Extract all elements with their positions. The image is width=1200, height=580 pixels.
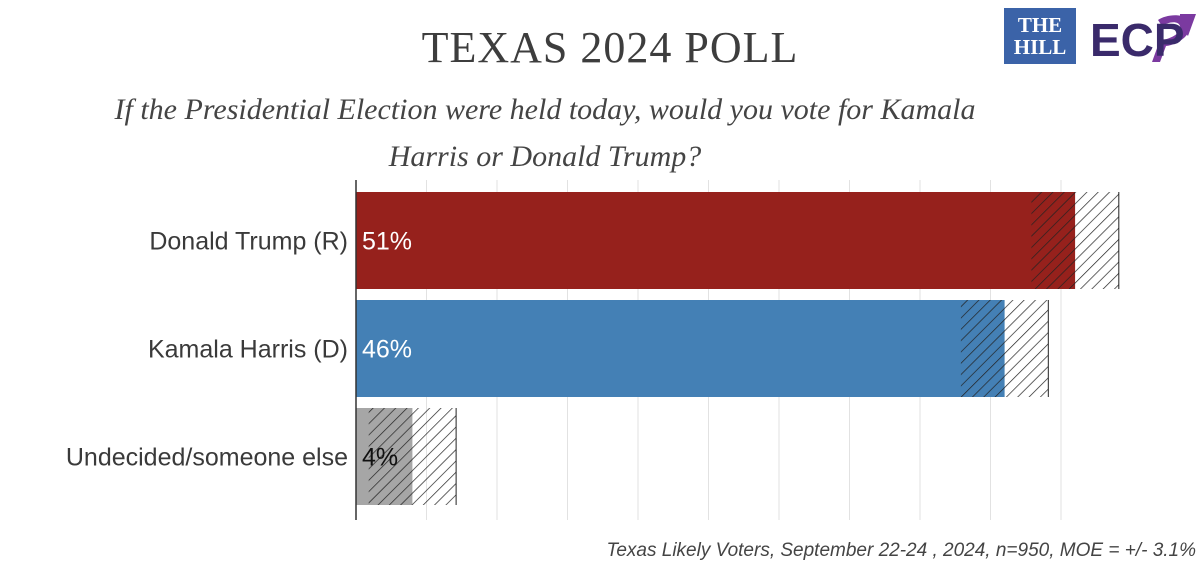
ecp-logo-text: ECP xyxy=(1090,14,1185,66)
bar xyxy=(356,192,1076,289)
ecp-logo: ECP xyxy=(1090,14,1196,66)
value-label: 51% xyxy=(362,228,412,256)
moe-band xyxy=(368,408,457,505)
bars xyxy=(356,192,1120,505)
chart-footnote: Texas Likely Voters, September 22-24 , 2… xyxy=(606,540,1196,561)
the-hill-logo: THE HILL xyxy=(1004,8,1076,64)
moe-band xyxy=(1031,192,1119,289)
bar xyxy=(356,300,1005,397)
chart-subtitle: If the Presidential Election were held t… xyxy=(114,93,976,173)
chart-title: TEXAS 2024 POLL xyxy=(421,23,799,72)
category-label: Donald Trump (R) xyxy=(149,228,348,256)
value-label: 4% xyxy=(362,444,398,472)
moe-band xyxy=(960,300,1049,397)
category-label: Kamala Harris (D) xyxy=(148,336,348,364)
category-label: Undecided/someone else xyxy=(66,444,348,472)
labels: Donald Trump (R) 51% Kamala Harris (D) 46% U… xyxy=(66,228,412,472)
value-label: 46% xyxy=(362,336,412,364)
